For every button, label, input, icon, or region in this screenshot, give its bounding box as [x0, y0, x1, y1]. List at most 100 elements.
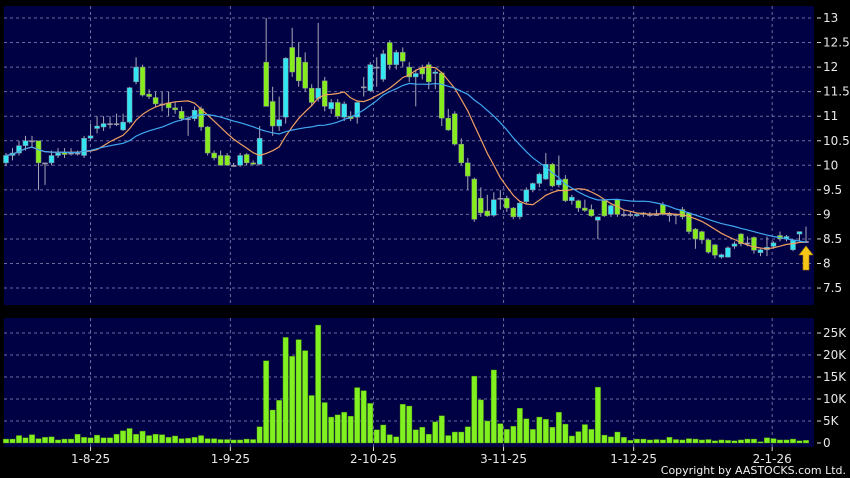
- candle-body: [432, 71, 439, 74]
- volume-bar: [510, 426, 517, 444]
- volume-bar: [712, 440, 718, 444]
- volume-bar: [159, 434, 165, 444]
- volume-bar: [536, 416, 543, 444]
- volume-bar: [516, 408, 523, 444]
- candle-body: [569, 196, 575, 201]
- candle-body: [601, 200, 608, 217]
- volume-bar: [347, 415, 354, 444]
- candle: [621, 209, 627, 217]
- volume-bar: [471, 375, 478, 444]
- candle: [256, 126, 263, 166]
- candle-body: [172, 107, 178, 111]
- candle-body: [42, 162, 48, 165]
- candle-body: [107, 123, 113, 126]
- volume-bar: [289, 356, 296, 444]
- candle: [757, 248, 764, 257]
- candle-body: [22, 140, 29, 146]
- candle: [595, 216, 601, 239]
- candle-body: [68, 152, 74, 155]
- candle: [29, 135, 35, 149]
- up-arrow-icon: [798, 245, 814, 271]
- candle: [16, 140, 22, 156]
- candle-body: [302, 61, 308, 89]
- candle-body: [413, 73, 419, 78]
- volume-bar: [328, 416, 335, 444]
- volume-bar: [497, 423, 504, 444]
- candle-body: [517, 202, 523, 218]
- candle: [471, 177, 478, 222]
- candle: [796, 231, 803, 242]
- candle: [497, 189, 504, 210]
- volume-bar: [126, 428, 133, 444]
- candle-body: [731, 243, 738, 247]
- candle-body: [217, 155, 224, 166]
- volume-bar: [568, 435, 575, 444]
- price-tick-label: 9: [823, 207, 831, 221]
- volume-bar: [250, 439, 257, 444]
- candle-body: [627, 214, 634, 216]
- volume-bar: [490, 369, 497, 444]
- volume-bar: [237, 439, 244, 444]
- volume-bar: [484, 420, 491, 444]
- candle-body: [575, 200, 582, 209]
- volume-bar: [68, 438, 74, 444]
- volume-bar: [308, 395, 315, 444]
- candle-body: [497, 197, 504, 200]
- candle: [718, 253, 725, 259]
- candle-body: [510, 207, 517, 218]
- candle: [380, 49, 386, 82]
- candle: [530, 182, 536, 193]
- volume-bar: [42, 437, 48, 444]
- candle: [354, 101, 360, 124]
- candle-body: [452, 113, 458, 145]
- volume-bar: [705, 439, 712, 444]
- volume-bar: [614, 431, 621, 444]
- candle: [367, 62, 373, 92]
- x-tick-label: 2-1-26: [753, 452, 792, 466]
- volume-bar: [542, 419, 549, 444]
- volume-bar: [367, 403, 374, 444]
- candle-body: [679, 209, 686, 218]
- volume-bar: [529, 429, 536, 444]
- candle-body: [230, 165, 237, 167]
- volume-tick-label: 25K: [823, 326, 847, 340]
- candle: [94, 116, 100, 134]
- candle: [35, 140, 42, 190]
- candle-body: [178, 111, 185, 119]
- candle-body: [712, 244, 718, 256]
- volume-bar: [146, 435, 152, 444]
- candle-body: [373, 66, 380, 69]
- volume-bar: [419, 426, 426, 444]
- candle: [386, 40, 393, 70]
- volume-bar: [185, 437, 192, 444]
- up-arrow-shape: [798, 245, 814, 271]
- volume-bar: [764, 437, 770, 444]
- volume-tick-label: 5K: [823, 414, 840, 428]
- candle: [48, 150, 55, 166]
- volume-bar: [653, 439, 660, 444]
- candle: [731, 241, 738, 249]
- volume-bar: [477, 399, 484, 444]
- candle: [269, 86, 276, 136]
- price-tick-label: 9.5: [823, 183, 842, 197]
- volume-bar: [204, 438, 211, 444]
- candle-body: [29, 140, 35, 143]
- volume-bar: [406, 405, 413, 444]
- volume-bar: [633, 438, 640, 444]
- volume-bar: [3, 438, 9, 444]
- volume-bar: [412, 429, 419, 444]
- candle-body: [367, 64, 373, 91]
- volume-bar: [575, 431, 582, 444]
- candle-body: [94, 125, 100, 129]
- volume-bar: [48, 436, 55, 444]
- candle-body: [595, 216, 601, 221]
- candle-body: [426, 64, 432, 83]
- candle-body: [55, 152, 61, 156]
- candle: [406, 62, 413, 82]
- candle-body: [113, 123, 120, 126]
- candle: [504, 195, 510, 212]
- price-plot-area: [4, 6, 814, 305]
- volume-bar: [172, 435, 179, 444]
- volume-bar: [263, 360, 270, 444]
- candle: [510, 207, 517, 220]
